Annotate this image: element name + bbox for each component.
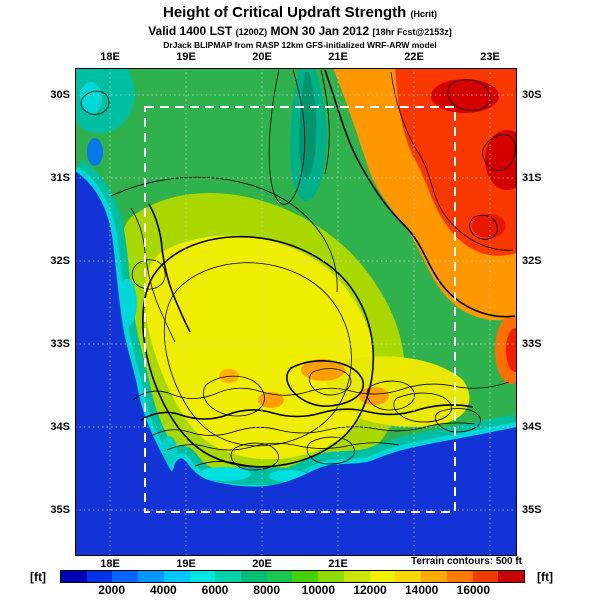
- colorbar-tick-2000: 2000: [98, 583, 126, 597]
- colorbar-tick-4000: 4000: [149, 583, 177, 597]
- colorbar-segment-5: [189, 571, 216, 582]
- axis-label-right-30S: 30S: [522, 89, 542, 101]
- valid-zulu: (1200Z): [235, 27, 268, 37]
- title-suffix: (Hcrit): [410, 9, 438, 19]
- axis-label-top-22E: 22E: [404, 51, 424, 63]
- axis-label-left-32S: 32S: [50, 255, 70, 267]
- coast-cyan-3: [161, 436, 177, 464]
- axis-label-left-35S: 35S: [50, 504, 70, 516]
- colorbar-tick-16000: 16000: [456, 583, 491, 597]
- colorbar-segment-15: [446, 571, 473, 582]
- colorbar-unit-right: [ft]: [537, 570, 553, 584]
- axis-label-right-32S: 32S: [522, 255, 542, 267]
- axis-label-top-19E: 19E: [176, 51, 196, 63]
- colorbar-segment-4: [163, 571, 190, 582]
- colorbar-tick-12000: 12000: [353, 583, 387, 597]
- colorbar-unit-left: [ft]: [30, 570, 46, 584]
- ocean-region: [75, 171, 517, 556]
- valid-prefix: Valid 1400 LST: [148, 24, 233, 38]
- axis-label-top-20E: 20E: [252, 51, 272, 63]
- colorbar-segment-2: [112, 571, 139, 582]
- colorbar-tick-8000: 8000: [253, 583, 281, 597]
- terrain-contours: [80, 69, 516, 471]
- axis-label-bottom-20E: 20E: [252, 558, 272, 570]
- colorbar-segment-8: [266, 571, 293, 582]
- valid-fcst: [18hr Fcst@2153z]: [372, 27, 452, 37]
- map-frame: [75, 68, 517, 556]
- model-credit: DrJack BLIPMAP from RASP 12km GFS-initia…: [163, 40, 437, 50]
- valid-date: MON 30 Jan 2012: [270, 24, 370, 38]
- terrain-note: Terrain contours: 500 ft: [411, 556, 522, 567]
- colorbar-ticks: 2000 4000 6000 8000 10000 12000 14000 16000: [60, 583, 525, 598]
- axis-label-left-34S: 34S: [50, 421, 70, 433]
- colorbar-segment-12: [369, 571, 396, 582]
- axis-label-bottom-19E: 19E: [176, 558, 196, 570]
- colorbar-segment-9: [292, 571, 319, 582]
- colorbar-segment-11: [343, 571, 370, 582]
- axis-label-right-34S: 34S: [522, 421, 542, 433]
- coast-cyan-1: [199, 467, 251, 481]
- axis-label-right-33S: 33S: [522, 338, 542, 350]
- colorbar-segment-0: [61, 571, 87, 582]
- axis-label-top-23E: 23E: [480, 51, 500, 63]
- valid-line: Valid 1400 LST (1200Z) MON 30 Jan 2012 […: [0, 24, 600, 38]
- axis-label-left-33S: 33S: [50, 338, 70, 350]
- colorbar-segment-10: [318, 571, 344, 582]
- axis-label-left-30S: 30S: [50, 89, 70, 101]
- colorbar-segment-14: [421, 571, 447, 582]
- page-title: Height of Critical Updraft Strength (Hcr…: [0, 4, 600, 21]
- axis-label-bottom-21E: 21E: [328, 558, 348, 570]
- colorbar-segment-16: [472, 571, 499, 582]
- colorbar-tick-6000: 6000: [201, 583, 229, 597]
- colorbar-tick-14000: 14000: [404, 583, 439, 597]
- forecast-map: [75, 68, 517, 556]
- axis-label-top-18E: 18E: [100, 51, 120, 63]
- title-main: Height of Critical Updraft Strength: [162, 4, 407, 21]
- lat-lon-grid: [75, 68, 517, 556]
- west-coast-cyan: [117, 279, 137, 327]
- axis-label-bottom-18E: 18E: [100, 558, 120, 570]
- colorbar-segment-17: [498, 571, 524, 582]
- colorbar: [60, 570, 525, 583]
- axis-label-top-21E: 21E: [328, 51, 348, 63]
- axis-label-right-31S: 31S: [522, 172, 542, 184]
- colorbar-segment-1: [86, 571, 113, 582]
- colorbar-segment-13: [395, 571, 422, 582]
- colorbar-segment-7: [241, 571, 267, 582]
- axis-label-left-31S: 31S: [50, 172, 70, 184]
- colorbar-segment-3: [138, 571, 164, 582]
- axis-label-right-35S: 35S: [522, 504, 542, 516]
- colorbar-tick-10000: 10000: [301, 583, 336, 597]
- domain-box: [144, 106, 456, 513]
- colorbar-segment-6: [215, 571, 242, 582]
